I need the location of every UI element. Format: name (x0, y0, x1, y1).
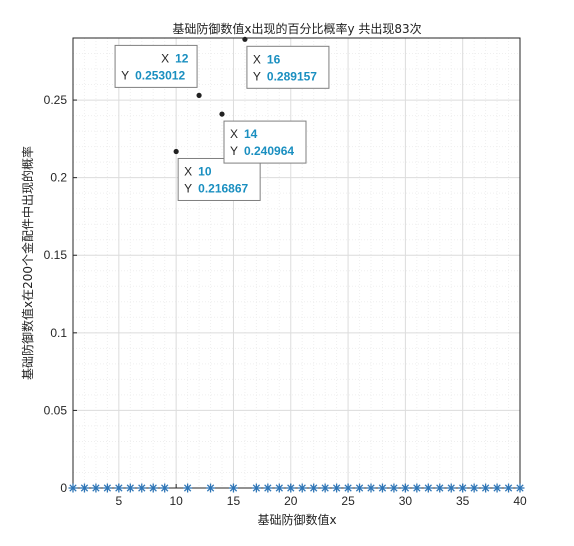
asterisk-point (125, 483, 135, 493)
datatip-x-key: X (253, 52, 261, 66)
datatip-x-value: 16 (267, 52, 281, 66)
asterisk-point (423, 483, 433, 493)
datatip-y-key: Y (184, 181, 192, 195)
asterisk-point (412, 483, 422, 493)
datatip[interactable]: X 12 Y 0.253012 (114, 44, 198, 88)
asterisk-point (309, 483, 319, 493)
asterisk-point (481, 483, 491, 493)
datatip-x-key: X (161, 51, 169, 65)
y-tick-label: 0.1 (50, 326, 67, 340)
asterisk-point (148, 483, 158, 493)
datatip-y-key: Y (230, 144, 238, 158)
x-tick-label: 10 (169, 494, 183, 508)
datatip-box (177, 157, 261, 201)
asterisk-point (458, 483, 468, 493)
asterisk-point (343, 483, 353, 493)
asterisk-point (137, 483, 147, 493)
asterisk-point (68, 483, 78, 493)
datatip-x-value: 10 (198, 164, 212, 178)
datatip-y-key: Y (121, 68, 129, 82)
asterisk-point (469, 483, 479, 493)
asterisk-point (206, 483, 216, 493)
x-axis-label: 基础防御数值x (257, 512, 336, 527)
datatip[interactable]: X 10 Y 0.216867 (177, 157, 261, 201)
asterisk-point (228, 483, 238, 493)
y-tick-label: 0 (60, 481, 67, 495)
asterisk-point (446, 483, 456, 493)
asterisk-point (297, 483, 307, 493)
y-tick-label: 0.25 (44, 93, 68, 107)
asterisk-point (160, 483, 170, 493)
axis-ticks: 5 10 15 20 25 30 35 40 0 0.05 0.1 0.15 0.2 0.25 (44, 93, 527, 508)
x-tick-label: 30 (399, 494, 413, 508)
asterisk-point (274, 483, 284, 493)
y-axis-label: 基础防御数值x在200个金配件中出现的概率 (20, 146, 35, 380)
asterisk-point (102, 483, 112, 493)
data-marks (68, 36, 525, 493)
datatip[interactable]: X 16 Y 0.289157 (246, 45, 330, 89)
datatip-box (223, 120, 307, 164)
datatip-point[interactable] (219, 111, 225, 117)
asterisk-point (114, 483, 124, 493)
datatips: X 10 Y 0.216867 X 12 Y 0.253012 X 14 Y 0.240964 X 16 Y… (114, 44, 330, 201)
y-tick-label: 0.05 (44, 403, 68, 417)
asterisk-point (286, 483, 296, 493)
asterisk-point (332, 483, 342, 493)
asterisk-point (492, 483, 502, 493)
asterisk-point (355, 483, 365, 493)
grid-lines (73, 38, 521, 489)
datatip-x-value: 12 (175, 51, 189, 65)
asterisk-point (79, 483, 89, 493)
datatip-x-key: X (230, 127, 238, 141)
datatip-point[interactable] (173, 148, 179, 155)
asterisk-point (366, 483, 376, 493)
x-tick-label: 40 (513, 494, 527, 508)
plot-area-frame (72, 37, 521, 489)
datatip-y-key: Y (253, 69, 261, 83)
chart-title: 基础防御数值x出现的百分比概率y 共出现83次 (172, 21, 421, 36)
asterisk-point (263, 483, 273, 493)
datatip-box (246, 45, 330, 89)
asterisk-point (251, 483, 261, 493)
y-tick-label: 0.15 (44, 248, 68, 262)
asterisk-point (91, 483, 101, 493)
datatip-y-value: 0.240964 (244, 144, 294, 158)
datatip-x-key: X (184, 164, 192, 178)
datatip[interactable]: X 14 Y 0.240964 (223, 120, 307, 164)
asterisk-point (320, 483, 330, 493)
asterisk-point (515, 483, 525, 493)
x-tick-label: 20 (284, 494, 298, 508)
x-tick-label: 25 (341, 494, 355, 508)
asterisk-point (400, 483, 410, 493)
asterisk-point (183, 483, 193, 493)
asterisk-point (389, 483, 399, 493)
x-tick-label: 35 (456, 494, 470, 508)
datatip-point[interactable] (242, 36, 248, 42)
datatip-y-value: 0.253012 (135, 68, 185, 82)
datatip-y-value: 0.216867 (198, 181, 248, 195)
asterisk-point (504, 483, 514, 493)
datatip-x-value: 14 (244, 127, 258, 141)
datatip-box (114, 44, 198, 88)
x-tick-label: 5 (116, 494, 123, 508)
datatip-point[interactable] (196, 92, 202, 98)
asterisk-point (377, 483, 387, 493)
y-tick-label: 0.2 (50, 171, 67, 185)
datatip-y-value: 0.289157 (267, 69, 317, 83)
x-tick-label: 15 (227, 494, 241, 508)
asterisk-point (435, 483, 445, 493)
